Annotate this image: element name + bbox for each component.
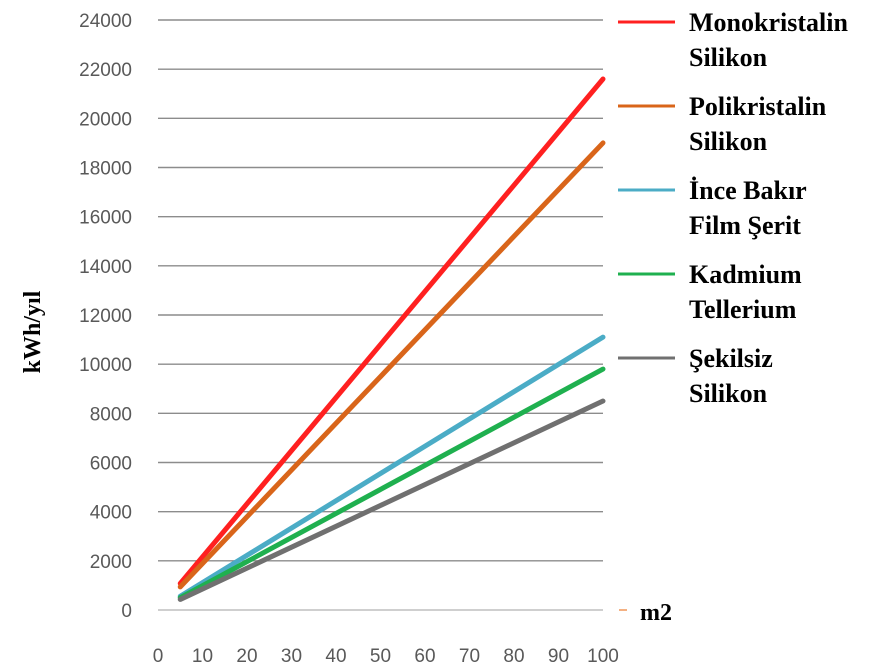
y-tick-label-12000: 12000 xyxy=(79,306,132,327)
x-tick-label-40: 40 xyxy=(325,646,346,667)
series-line-0 xyxy=(177,76,606,586)
y-axis-title: kWh/yıl xyxy=(20,290,46,373)
legend-label-2-1: Film Şerit xyxy=(689,211,801,240)
y-tick-label-20000: 20000 xyxy=(79,109,132,130)
y-tick-label-2000: 2000 xyxy=(90,552,132,573)
y-tick-label-14000: 14000 xyxy=(79,257,132,278)
legend-label-4-1: Silikon xyxy=(689,379,768,408)
y-tick-label-16000: 16000 xyxy=(79,208,132,229)
series-line-3 xyxy=(177,366,606,601)
y-tick-label-0: 0 xyxy=(121,601,132,622)
x-tick-label-50: 50 xyxy=(370,646,391,667)
x-tick-label-10: 10 xyxy=(192,646,213,667)
legend-label-2-0: İnce Bakır xyxy=(689,176,807,205)
y-tick-label-24000: 24000 xyxy=(79,11,132,32)
series-line-1 xyxy=(177,140,606,590)
series-line-2 xyxy=(177,334,606,599)
x-axis-unit: m2 xyxy=(640,600,672,626)
y-tick-label-22000: 22000 xyxy=(79,60,132,81)
legend-label-1-0: Polikristalin xyxy=(689,92,827,121)
x-tick-label-30: 30 xyxy=(281,646,302,667)
x-tick-label-0: 0 xyxy=(153,646,164,667)
x-tick-label-100: 100 xyxy=(587,646,619,667)
y-tick-label-10000: 10000 xyxy=(79,355,132,376)
y-tick-label-18000: 18000 xyxy=(79,159,132,180)
y-tick-label-6000: 6000 xyxy=(90,454,132,475)
legend-label-3-0: Kadmium xyxy=(689,260,802,289)
x-tick-label-60: 60 xyxy=(414,646,435,667)
legend-label-0-0: Monokristalin xyxy=(689,8,848,37)
y-tick-label-4000: 4000 xyxy=(90,503,132,524)
legend-label-0-1: Silikon xyxy=(689,43,768,72)
legend-label-3-1: Tellerium xyxy=(689,295,797,324)
x-tick-label-90: 90 xyxy=(548,646,569,667)
legend-label-1-1: Silikon xyxy=(689,127,768,156)
x-tick-label-20: 20 xyxy=(236,646,257,667)
x-tick-label-70: 70 xyxy=(459,646,480,667)
x-tick-label-80: 80 xyxy=(503,646,524,667)
y-tick-label-8000: 8000 xyxy=(90,404,132,425)
series-line-4 xyxy=(177,398,606,602)
legend-label-4-0: Şekilsiz xyxy=(689,344,773,373)
